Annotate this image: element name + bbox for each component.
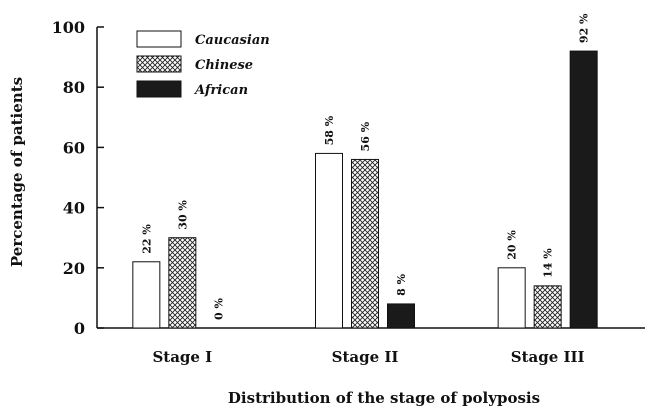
- bar-chinese-stage-i: [168, 237, 197, 329]
- bar-caucasian-stage-i: [132, 261, 161, 329]
- data-labels: 22 % 30 % 0 % 58 % 56 % 8 % 20 % 14 % 92 %: [140, 13, 590, 320]
- x-axis-title: Distribution of the stage of polyposis: [228, 389, 540, 407]
- axes: 0 20 40 60 80 100 Stage I Stage II Stage III: [52, 18, 645, 366]
- bar-african-stage-iii: [569, 50, 598, 329]
- y-axis-title: Percentage of patients: [8, 77, 26, 267]
- y-tick-label: 100: [52, 18, 85, 37]
- data-label: 14 %: [542, 248, 555, 278]
- data-label: 56 %: [359, 121, 372, 151]
- legend: Caucasian Chinese African: [136, 30, 270, 98]
- data-label: 0 %: [212, 298, 225, 320]
- legend-swatch-caucasian: [136, 30, 182, 48]
- data-label: 30 %: [176, 200, 189, 230]
- y-tick-label: 0: [74, 319, 85, 338]
- bar-caucasian-stage-iii: [497, 267, 526, 329]
- x-tick-label: Stage III: [511, 348, 585, 366]
- bar-chinese-stage-iii: [533, 285, 562, 329]
- bar-african-stage-ii: [387, 303, 415, 329]
- x-tick-label: Stage I: [152, 348, 212, 366]
- y-tick-label: 80: [63, 78, 85, 97]
- data-label: 92 %: [578, 13, 591, 43]
- legend-swatch-african: [136, 80, 182, 98]
- bars: [132, 50, 598, 329]
- data-label: 8 %: [395, 273, 408, 295]
- legend-label-caucasian: Caucasian: [195, 33, 270, 48]
- legend-swatch-chinese: [136, 55, 182, 73]
- x-tick-label: Stage II: [332, 348, 399, 366]
- bar-caucasian-stage-ii: [315, 152, 343, 329]
- data-label: 20 %: [506, 230, 519, 260]
- data-label: 58 %: [323, 115, 336, 145]
- data-label: 22 %: [140, 224, 153, 254]
- y-tick-label: 20: [63, 259, 85, 278]
- y-tick-label: 40: [63, 199, 85, 218]
- y-tick-label: 60: [63, 138, 85, 157]
- legend-label-chinese: Chinese: [195, 58, 253, 73]
- bar-chinese-stage-ii: [351, 158, 379, 329]
- legend-label-african: African: [193, 83, 248, 98]
